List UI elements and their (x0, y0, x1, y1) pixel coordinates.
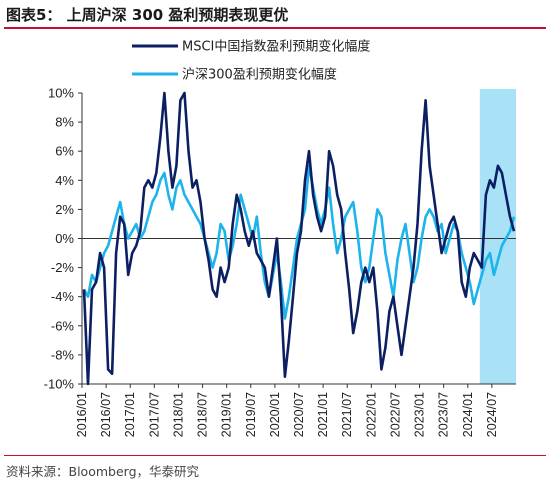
x-tick-label: 2017/01 (123, 392, 137, 437)
x-tick-label: 2021/07 (340, 392, 354, 437)
x-tick-label: 2016/07 (99, 392, 113, 437)
title-rule (4, 27, 546, 29)
axis-layer: 10% 8% 6% 4% 2% 0% -2% -4% -6% -8% -10%2016/01 2016… (44, 86, 516, 437)
x-tick-label: 2020/07 (292, 392, 306, 437)
y-tick-label: 8% (55, 115, 74, 130)
x-tick-label: 2024/07 (485, 392, 499, 437)
line-chart: 10% 8% 6% 4% 2% 0% -2% -4% -6% -8% -10%2016/01 2016… (44, 39, 516, 437)
bottom-rule (4, 455, 546, 456)
x-tick-label: 2017/07 (147, 392, 161, 437)
source-note: 资料来源：Bloomberg，华泰研究 (6, 464, 199, 479)
y-tick-label: -4% (51, 289, 75, 304)
legend-label-msci: MSCI中国指数盈利预期变化幅度 (182, 39, 370, 55)
hs300-series-line (82, 164, 516, 320)
msci-series-line (82, 91, 516, 386)
x-tick-label: 2022/01 (364, 392, 378, 437)
x-tick-label: 2021/01 (316, 392, 330, 437)
x-tick-label: 2023/07 (437, 392, 451, 437)
x-tick-label: 2018/01 (171, 392, 185, 437)
x-tick-label: 2019/07 (244, 392, 258, 437)
x-tick-label: 2016/01 (75, 392, 89, 437)
x-tick-label: 2024/01 (461, 392, 475, 437)
y-tick-label: 10% (48, 86, 74, 101)
y-tick-label: 4% (55, 173, 74, 188)
y-tick-label: -2% (51, 260, 75, 275)
x-tick-label: 2019/01 (220, 392, 234, 437)
series-layer (82, 91, 516, 386)
y-tick-label: -6% (51, 318, 75, 333)
y-tick-label: 2% (55, 202, 74, 217)
y-tick-label: -8% (51, 347, 75, 362)
y-tick-label: 6% (55, 144, 74, 159)
figure-title: 图表5： 上周沪深 300 盈利预期表现更优 (6, 6, 289, 24)
highlight-band (479, 89, 516, 384)
x-tick-label: 2018/07 (196, 392, 210, 437)
y-tick-label: 0% (55, 231, 74, 246)
x-tick-label: 2022/07 (388, 392, 402, 437)
x-tick-label: 2020/01 (268, 392, 282, 437)
legend-label-hs300: 沪深300盈利预期变化幅度 (182, 67, 337, 83)
highlight-band-layer (479, 89, 516, 384)
x-tick-label: 2023/01 (413, 392, 427, 437)
y-tick-label: -10% (44, 377, 75, 392)
